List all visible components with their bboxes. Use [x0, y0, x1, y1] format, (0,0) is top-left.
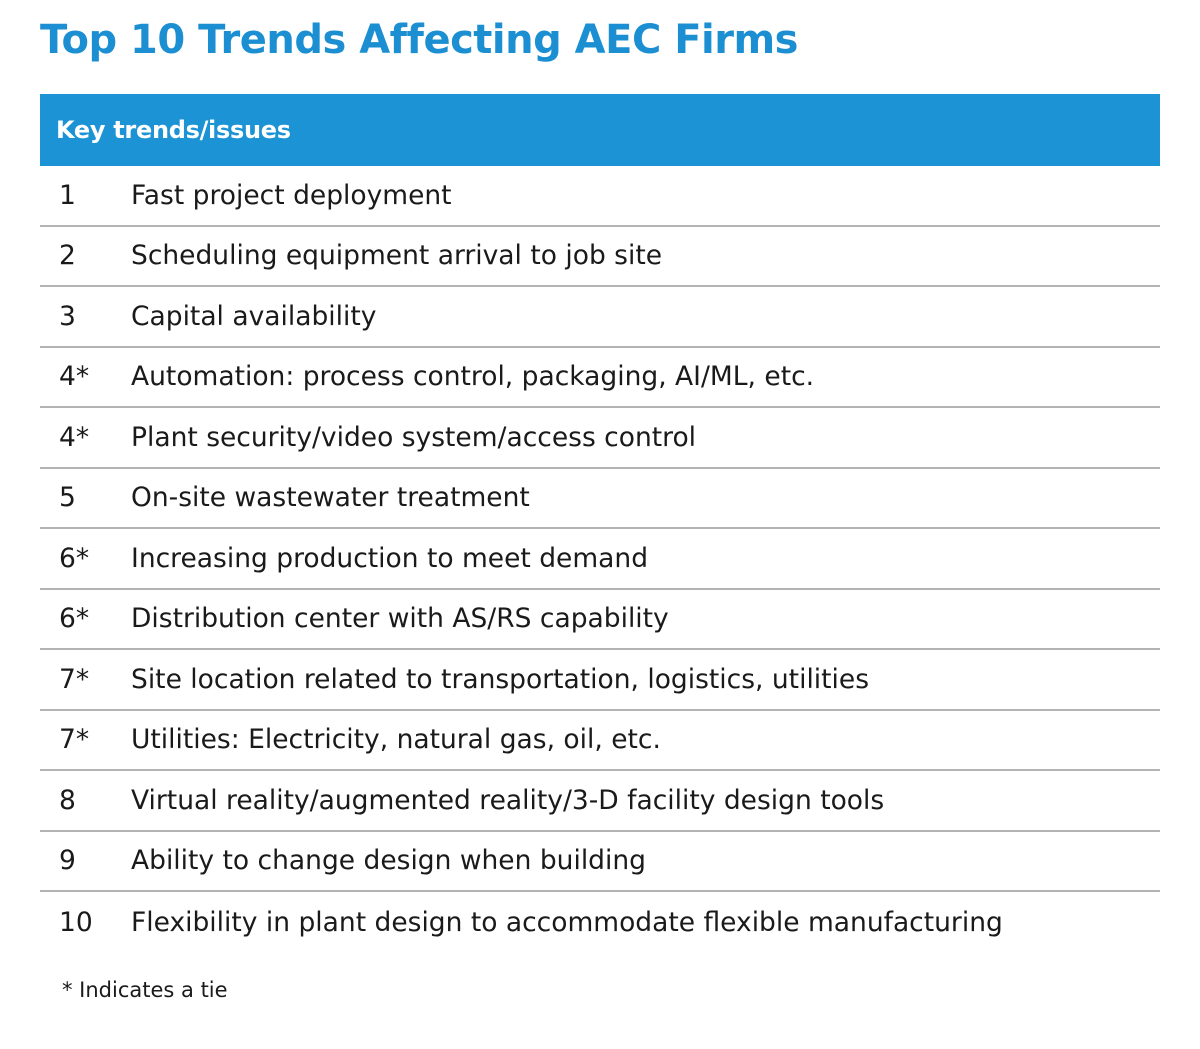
table-row: 2 Scheduling equipment arrival to job si…	[40, 227, 1160, 287]
table-header: Key trends/issues	[40, 94, 1160, 166]
footnote: * Indicates a tie	[62, 978, 228, 1002]
table-row: 6* Increasing production to meet demand	[40, 529, 1160, 590]
row-rank: 4*	[59, 361, 90, 393]
table-header-label: Key trends/issues	[56, 116, 291, 144]
page-title: Top 10 Trends Affecting AEC Firms	[40, 17, 798, 63]
row-label: Distribution center with AS/RS capabilit…	[131, 603, 669, 635]
table-row: 5 On-site wastewater treatment	[40, 469, 1160, 529]
row-label: Utilities: Electricity, natural gas, oil…	[131, 724, 661, 756]
row-rank: 4*	[59, 421, 90, 453]
row-label: Capital availability	[131, 300, 377, 332]
row-label: Ability to change design when building	[131, 845, 646, 877]
row-rank: 6*	[59, 603, 90, 635]
table-row: 8 Virtual reality/augmented reality/3-D …	[40, 771, 1160, 832]
row-label: Flexibility in plant design to accommoda…	[131, 906, 1003, 938]
row-rank: 7*	[59, 663, 90, 695]
row-rank: 5	[59, 482, 76, 514]
table-row: 9 Ability to change design when building	[40, 832, 1160, 892]
row-rank: 7*	[59, 724, 90, 756]
table-row: 7* Utilities: Electricity, natural gas, …	[40, 711, 1160, 771]
row-label: Site location related to transportation,…	[131, 663, 870, 695]
row-label: On-site wastewater treatment	[131, 482, 530, 514]
row-rank: 10	[59, 906, 93, 938]
row-label: Increasing production to meet demand	[131, 542, 649, 574]
trends-table: Key trends/issues 1 Fast project deploym…	[40, 94, 1160, 953]
row-label: Virtual reality/augmented reality/3-D fa…	[131, 784, 885, 816]
row-label: Automation: process control, packaging, …	[131, 361, 815, 393]
table-row: 7* Site location related to transportati…	[40, 650, 1160, 711]
table-row: 1 Fast project deployment	[40, 166, 1160, 227]
row-label: Plant security/video system/access contr…	[131, 421, 697, 453]
row-rank: 2	[59, 240, 76, 272]
table-row: 4* Automation: process control, packagin…	[40, 348, 1160, 408]
row-rank: 6*	[59, 542, 90, 574]
row-rank: 8	[59, 784, 76, 816]
table-row: 3 Capital availability	[40, 287, 1160, 348]
row-rank: 1	[59, 179, 76, 211]
table-row: 10 Flexibility in plant design to accomm…	[40, 892, 1160, 953]
table-body: 1 Fast project deployment 2 Scheduling e…	[40, 166, 1160, 953]
row-rank: 3	[59, 300, 76, 332]
row-label: Fast project deployment	[131, 179, 452, 211]
row-label: Scheduling equipment arrival to job site	[131, 240, 663, 272]
row-rank: 9	[59, 845, 76, 877]
table-row: 4* Plant security/video system/access co…	[40, 408, 1160, 469]
table-row: 6* Distribution center with AS/RS capabi…	[40, 590, 1160, 650]
